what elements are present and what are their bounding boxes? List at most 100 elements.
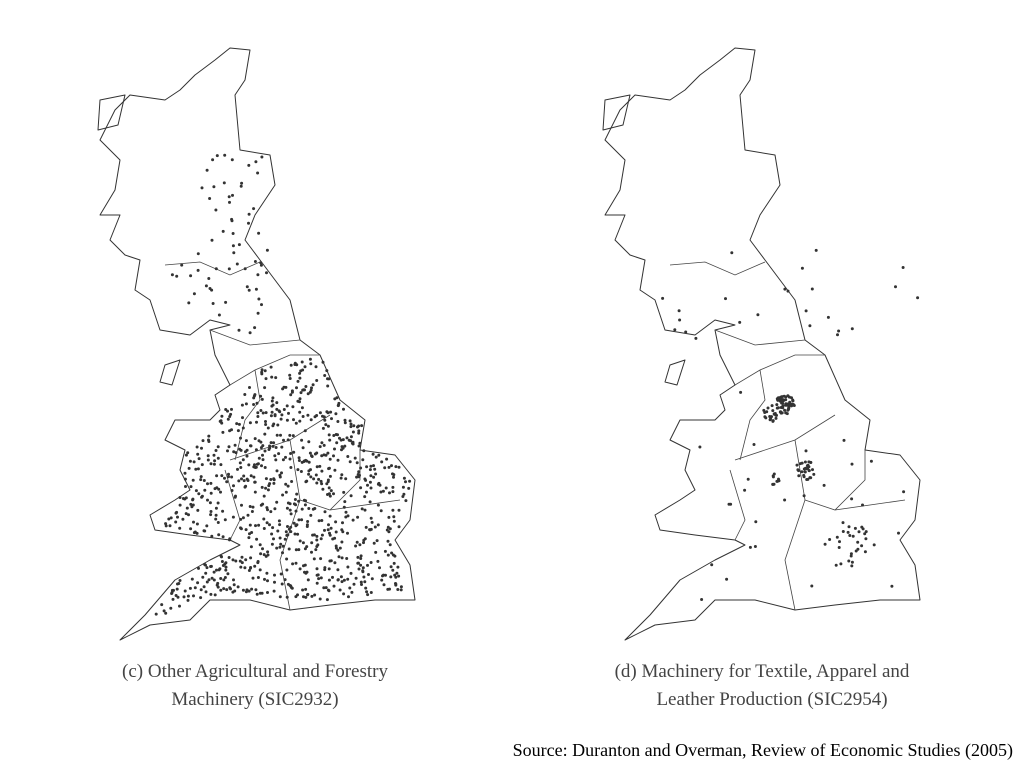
dot: [361, 458, 365, 462]
dot: [326, 424, 330, 428]
dot: [234, 451, 238, 455]
dot: [251, 505, 255, 509]
dot: [228, 538, 231, 542]
dot: [184, 485, 187, 488]
dot: [226, 572, 230, 576]
dot: [214, 506, 218, 510]
dot: [678, 318, 682, 322]
dot: [784, 398, 788, 402]
dot: [259, 263, 263, 267]
dot: [809, 476, 813, 480]
dot: [271, 444, 275, 448]
dot: [306, 578, 310, 582]
dot: [200, 446, 203, 450]
dot: [304, 480, 308, 484]
dot: [245, 285, 249, 289]
dot: [325, 482, 329, 486]
dot: [176, 515, 179, 519]
dot: [272, 481, 276, 485]
dot: [260, 464, 263, 468]
dot: [227, 475, 230, 479]
dot: [195, 445, 199, 449]
dot: [743, 488, 747, 492]
dot: [738, 320, 742, 324]
dot: [783, 408, 787, 412]
dot: [227, 267, 231, 271]
dot: [785, 412, 789, 416]
dot: [249, 444, 253, 448]
dot: [401, 485, 405, 489]
dot: [266, 579, 269, 583]
dot: [178, 496, 182, 499]
dot: [328, 438, 332, 442]
dot: [231, 515, 235, 519]
dot: [274, 376, 278, 380]
dot: [385, 457, 389, 461]
dot: [244, 450, 247, 454]
dot: [214, 267, 218, 271]
dot: [219, 554, 223, 558]
dot: [340, 473, 344, 477]
dot: [264, 423, 268, 426]
dot: [872, 543, 876, 547]
dot: [313, 507, 317, 510]
dot: [376, 559, 380, 563]
dot: [661, 296, 665, 300]
dot: [309, 418, 313, 422]
dot: [356, 555, 360, 559]
dot: [216, 585, 220, 589]
dot: [191, 478, 195, 482]
dot: [362, 575, 366, 579]
dot: [229, 412, 233, 416]
dot: [272, 441, 276, 445]
dot: [256, 171, 260, 175]
dot: [828, 538, 832, 541]
dot: [273, 580, 276, 584]
dot: [225, 480, 229, 484]
dot: [835, 535, 839, 539]
dot: [192, 460, 196, 464]
dot: [275, 407, 279, 411]
dot: [389, 575, 393, 579]
dot: [295, 386, 298, 390]
dot: [260, 303, 263, 307]
dot: [323, 374, 327, 377]
dot: [397, 465, 401, 469]
dot: [383, 549, 387, 553]
dot: [254, 465, 258, 469]
dot: [256, 415, 260, 418]
dot: [332, 584, 336, 588]
dot: [217, 487, 221, 491]
dot: [217, 313, 221, 317]
dot: [374, 472, 378, 476]
dot: [364, 478, 368, 482]
dot: [269, 441, 273, 445]
dot: [294, 548, 298, 552]
dot: [857, 530, 861, 534]
dot: [746, 477, 750, 481]
dot: [212, 185, 216, 189]
dot: [342, 407, 345, 411]
dot: [359, 466, 363, 470]
dot: [190, 577, 194, 581]
dot: [359, 563, 363, 567]
dot: [262, 553, 266, 557]
dot: [178, 526, 182, 530]
dot: [838, 540, 841, 544]
dot: [822, 483, 826, 487]
dot: [196, 252, 200, 256]
dot: [175, 274, 179, 278]
dot: [339, 476, 343, 480]
dot: [208, 501, 212, 505]
dot: [369, 486, 373, 490]
dot: [294, 524, 298, 528]
dot: [369, 464, 373, 468]
dot: [195, 531, 199, 535]
dot: [235, 422, 239, 426]
dot: [367, 573, 370, 576]
dot: [255, 401, 259, 405]
dot: [847, 559, 851, 563]
dot: [258, 568, 262, 572]
dot: [320, 519, 324, 522]
dot: [265, 271, 268, 275]
